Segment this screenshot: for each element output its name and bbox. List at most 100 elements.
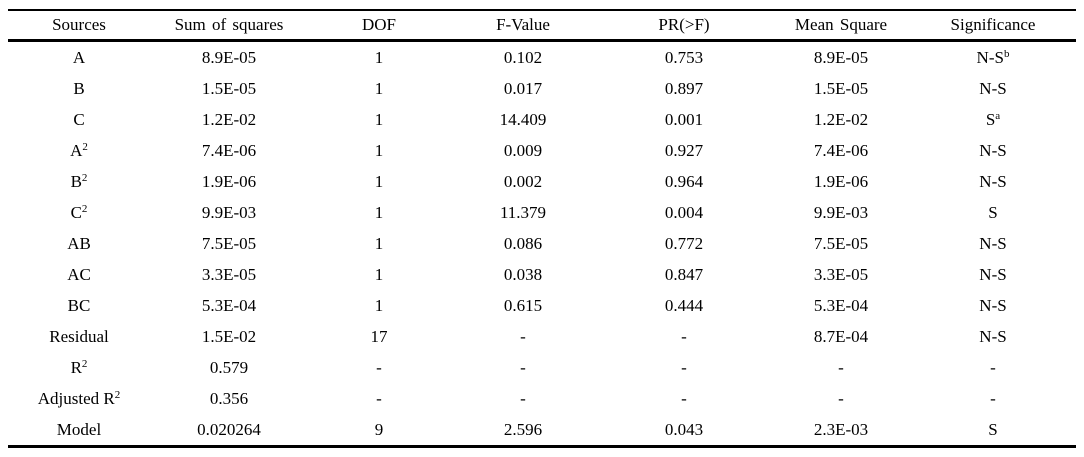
cell-text: 11.379 <box>499 202 547 222</box>
cell-sources: C2 <box>8 197 150 228</box>
cell-significance: N-S <box>910 228 1076 259</box>
cell-mean-square: - <box>772 383 910 414</box>
cell-text: B <box>70 171 82 191</box>
cell-pr-f: 0.043 <box>596 414 772 447</box>
cell-text: 0.017 <box>503 78 543 98</box>
cell-text: AC <box>67 264 91 284</box>
table-row: BC 5.3E-04 1 0.615 0.444 5.3E-04 N-S <box>8 290 1076 321</box>
cell-significance: N-S <box>910 259 1076 290</box>
cell-mean-square: 3.3E-05 <box>772 259 910 290</box>
cell-text: - <box>990 388 996 408</box>
cell-pr-f: 0.964 <box>596 166 772 197</box>
cell-pr-f: 0.444 <box>596 290 772 321</box>
cell-text: C <box>73 109 85 129</box>
cell-sources: AB <box>8 228 150 259</box>
cell-text: 8.9E-05 <box>201 47 257 67</box>
cell-superscript: 2 <box>81 202 88 215</box>
cell-significance: Sa <box>910 104 1076 135</box>
cell-text: 0.009 <box>503 140 543 160</box>
cell-text: 3.3E-05 <box>813 264 869 284</box>
table-row: AB 7.5E-05 1 0.086 0.772 7.5E-05 N-S <box>8 228 1076 259</box>
cell-text: 7.4E-06 <box>201 140 257 160</box>
table-row: B2 1.9E-06 1 0.002 0.964 1.9E-06 N-S <box>8 166 1076 197</box>
cell-text: C <box>70 202 82 222</box>
cell-text: 1.2E-02 <box>813 109 869 129</box>
cell-pr-f: 0.897 <box>596 73 772 104</box>
cell-text: - <box>681 357 687 377</box>
cell-sum-of-squares: 7.5E-05 <box>150 228 308 259</box>
cell-text: - <box>520 388 526 408</box>
cell-dof: 1 <box>308 290 450 321</box>
cell-text: 1.9E-06 <box>201 171 257 191</box>
cell-sources: BC <box>8 290 150 321</box>
table-row: C2 9.9E-03 1 11.379 0.004 9.9E-03 S <box>8 197 1076 228</box>
cell-significance: N-S <box>910 73 1076 104</box>
cell-pr-f: - <box>596 321 772 352</box>
cell-f-value: 0.086 <box>450 228 596 259</box>
cell-mean-square: 8.9E-05 <box>772 41 910 74</box>
cell-significance: N-S <box>910 321 1076 352</box>
cell-text: BC <box>67 295 91 315</box>
cell-superscript: 2 <box>81 357 88 370</box>
cell-text: 0.579 <box>209 357 249 377</box>
cell-text: 9.9E-03 <box>813 202 869 222</box>
cell-text: 0.964 <box>664 171 704 191</box>
cell-text: 0.001 <box>664 109 704 129</box>
cell-significance: N-Sb <box>910 41 1076 74</box>
cell-sources: R2 <box>8 352 150 383</box>
cell-f-value: - <box>450 383 596 414</box>
cell-text: 0.356 <box>209 388 249 408</box>
cell-sum-of-squares: 0.579 <box>150 352 308 383</box>
cell-text: 17 <box>370 326 388 346</box>
cell-pr-f: 0.001 <box>596 104 772 135</box>
cell-text: 9 <box>374 419 384 439</box>
cell-text: 0.772 <box>664 233 704 253</box>
cell-text: A <box>70 140 83 160</box>
cell-dof: 1 <box>308 41 450 74</box>
cell-mean-square: 5.3E-04 <box>772 290 910 321</box>
cell-f-value: 0.615 <box>450 290 596 321</box>
cell-dof: 1 <box>308 73 450 104</box>
cell-text: - <box>681 388 687 408</box>
cell-dof: 9 <box>308 414 450 447</box>
cell-text: 1 <box>374 78 384 98</box>
cell-f-value: 11.379 <box>450 197 596 228</box>
cell-text: 7.4E-06 <box>813 140 869 160</box>
cell-text: N-S <box>979 171 1007 191</box>
cell-text: 0.002 <box>503 171 543 191</box>
column-header-f-value: F-Value <box>450 10 596 42</box>
cell-sources: Adjusted R2 <box>8 383 150 414</box>
cell-text: A <box>72 47 86 67</box>
cell-text: S <box>988 202 998 222</box>
column-header-significance: Significance <box>910 10 1076 42</box>
cell-mean-square: 1.5E-05 <box>772 73 910 104</box>
cell-text: 7.5E-05 <box>201 233 257 253</box>
cell-sum-of-squares: 7.4E-06 <box>150 135 308 166</box>
cell-pr-f: - <box>596 383 772 414</box>
cell-significance: N-S <box>910 135 1076 166</box>
cell-sum-of-squares: 0.356 <box>150 383 308 414</box>
cell-text: N-S <box>979 295 1007 315</box>
cell-text: - <box>838 357 844 377</box>
cell-text: 7.5E-05 <box>813 233 869 253</box>
cell-text: - <box>520 357 526 377</box>
cell-sources: B <box>8 73 150 104</box>
cell-f-value: 0.102 <box>450 41 596 74</box>
cell-mean-square: 9.9E-03 <box>772 197 910 228</box>
table-row: R2 0.579 - - - - - <box>8 352 1076 383</box>
cell-dof: 1 <box>308 135 450 166</box>
cell-f-value: 0.002 <box>450 166 596 197</box>
cell-pr-f: - <box>596 352 772 383</box>
cell-text: 0.102 <box>503 47 543 67</box>
cell-superscript: 2 <box>114 388 121 401</box>
cell-text: 0.086 <box>503 233 543 253</box>
cell-text: 5.3E-04 <box>813 295 869 315</box>
cell-text: N-S <box>979 233 1007 253</box>
cell-text: 14.409 <box>499 109 547 129</box>
cell-text: 1 <box>374 202 384 222</box>
cell-text: R <box>70 357 82 377</box>
cell-superscript: 2 <box>82 140 88 153</box>
cell-text: Residual <box>49 326 109 346</box>
cell-sum-of-squares: 1.5E-05 <box>150 73 308 104</box>
cell-text: 1 <box>374 47 384 67</box>
